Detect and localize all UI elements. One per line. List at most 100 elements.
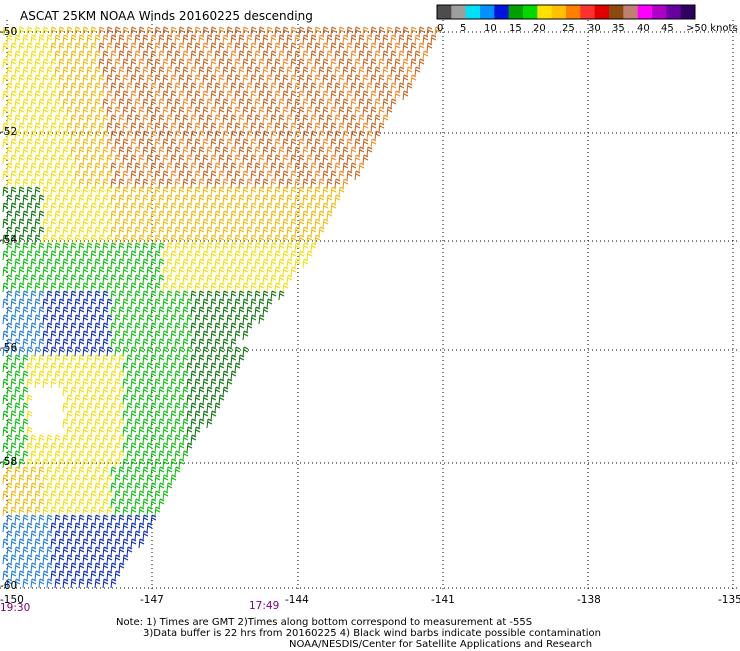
wind-barb (54, 514, 61, 525)
wind-barb (50, 474, 57, 485)
wind-barb (202, 410, 209, 421)
wind-barb (90, 266, 97, 277)
wind-barb (42, 554, 49, 565)
wind-barb (306, 90, 313, 101)
wind-barb (98, 410, 105, 421)
wind-barb (106, 74, 113, 85)
wind-barb (230, 98, 237, 109)
wind-barb (126, 226, 133, 237)
wind-barb (250, 234, 257, 245)
wind-barb (422, 50, 429, 61)
wind-barb (66, 346, 73, 357)
wind-barb (22, 418, 29, 429)
wind-barb (158, 130, 165, 141)
wind-barb (278, 210, 285, 221)
wind-barb (178, 218, 185, 229)
wind-barb (98, 58, 105, 69)
wind-barb (174, 290, 181, 301)
wind-barb (98, 202, 105, 213)
wind-barb (230, 338, 237, 349)
wind-barb (182, 354, 189, 365)
wind-barb (322, 154, 329, 165)
wind-barb (146, 458, 153, 469)
wind-barb (74, 106, 81, 117)
wind-barb (210, 58, 217, 69)
wind-barb (10, 234, 17, 245)
wind-barb (298, 202, 305, 213)
wind-barb (194, 346, 201, 357)
wind-barb (226, 234, 233, 245)
wind-barb (150, 338, 157, 349)
wind-barb (306, 58, 313, 69)
wind-barb (94, 178, 101, 189)
wind-barb (274, 218, 281, 229)
wind-barb (250, 138, 257, 149)
wind-barb (250, 154, 257, 165)
wind-barb (158, 226, 165, 237)
wind-barb (42, 570, 49, 581)
wind-barb (34, 282, 41, 293)
wind-barb (2, 90, 9, 101)
wind-barb (190, 386, 197, 397)
wind-barb (14, 114, 21, 125)
wind-barb (66, 90, 73, 101)
wind-barb (290, 74, 297, 85)
wind-barb (34, 42, 41, 53)
wind-barb (62, 306, 69, 317)
wind-barb (210, 314, 217, 325)
wind-barb (26, 58, 33, 69)
wind-barb (294, 114, 301, 125)
wind-barb (62, 418, 69, 429)
wind-barb (270, 242, 277, 253)
wind-barb (26, 218, 33, 229)
wind-barb (202, 42, 209, 53)
wind-barb (62, 178, 69, 189)
wind-barb (150, 194, 157, 205)
wind-barb (274, 58, 281, 69)
wind-barb (154, 234, 161, 245)
wind-barb (2, 394, 9, 405)
colorbar-label: 40 (637, 23, 650, 34)
wind-barb (154, 506, 161, 517)
wind-barb (174, 274, 181, 285)
wind-barb (130, 218, 137, 229)
wind-barb (78, 402, 85, 413)
wind-barb (214, 386, 221, 397)
wind-barb (306, 42, 313, 53)
wind-barb (142, 418, 149, 429)
wind-barb (194, 314, 201, 325)
wind-barb (170, 26, 177, 37)
wind-barb (26, 106, 33, 117)
wind-barb (70, 66, 77, 77)
wind-barb (134, 434, 141, 445)
wind-barb (154, 442, 161, 453)
wind-barb (114, 122, 121, 133)
wind-barb (86, 322, 93, 333)
wind-barb (26, 250, 33, 261)
wind-barb (34, 298, 41, 309)
wind-barb (242, 218, 249, 229)
wind-barb (386, 106, 393, 117)
wind-barb (82, 346, 89, 357)
wind-barb (86, 418, 93, 429)
wind-barb (54, 130, 61, 141)
wind-barb (194, 298, 201, 309)
wind-barb (342, 98, 349, 109)
wind-barb (118, 178, 125, 189)
wind-barb (166, 146, 173, 157)
wind-barb (34, 186, 41, 197)
wind-barb (82, 266, 89, 277)
wind-barb (22, 82, 29, 93)
wind-barb (406, 50, 413, 61)
wind-barb (394, 74, 401, 85)
colorbar-segment (580, 5, 596, 19)
wind-barb (178, 122, 185, 133)
wind-barb (234, 314, 241, 325)
wind-barb (110, 514, 117, 525)
wind-barb (110, 226, 117, 237)
wind-barb (114, 522, 121, 533)
wind-barb (18, 282, 25, 293)
wind-barb (58, 282, 65, 293)
wind-barb (154, 394, 161, 405)
wind-barb (82, 538, 89, 549)
